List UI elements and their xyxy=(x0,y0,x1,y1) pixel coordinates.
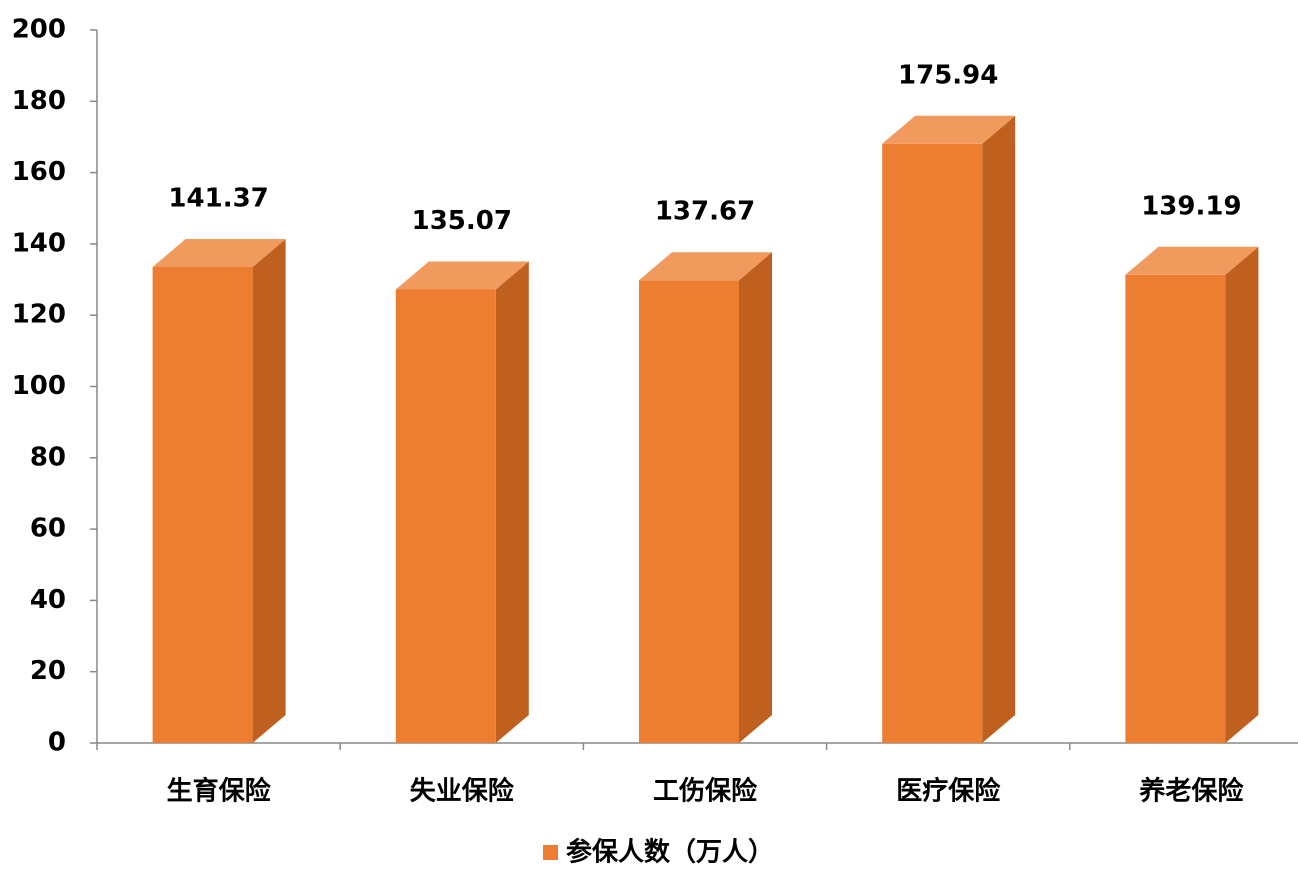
bar xyxy=(395,289,496,743)
y-tick-label: 80 xyxy=(30,442,66,472)
x-tick-label: 医疗保险 xyxy=(896,776,1001,807)
legend-swatch xyxy=(543,845,558,860)
bar xyxy=(639,280,739,743)
value-label: 139.19 xyxy=(1141,191,1241,221)
y-tick-label: 120 xyxy=(12,300,66,330)
value-label: 137.67 xyxy=(655,197,755,227)
bar xyxy=(882,143,983,743)
bar-side xyxy=(252,239,286,744)
y-tick-label: 100 xyxy=(12,371,66,401)
y-tick-label: 20 xyxy=(30,656,66,686)
bar-top xyxy=(1125,246,1259,275)
y-tick-label: 160 xyxy=(12,157,66,187)
value-label: 175.94 xyxy=(898,60,998,90)
bar-side xyxy=(1225,246,1259,743)
bar-top xyxy=(882,115,1016,144)
bar-side xyxy=(495,261,529,743)
bar-top xyxy=(639,252,772,281)
x-tick-label: 失业保险 xyxy=(410,776,515,807)
bar-top xyxy=(395,261,529,290)
bar-side xyxy=(739,252,772,743)
bar-side xyxy=(982,115,1016,743)
x-tick-label: 工伤保险 xyxy=(653,776,758,807)
value-label: 135.07 xyxy=(412,206,512,236)
x-tick-label: 养老保险 xyxy=(1138,776,1244,807)
bar-top xyxy=(152,239,286,268)
y-tick-label: 0 xyxy=(48,728,66,758)
y-tick-label: 180 xyxy=(12,86,66,116)
value-label: 141.37 xyxy=(168,184,268,214)
y-tick-label: 200 xyxy=(12,15,66,45)
bar xyxy=(1125,274,1226,743)
y-tick-label: 60 xyxy=(30,514,66,544)
bar xyxy=(152,267,253,743)
y-tick-label: 40 xyxy=(30,585,66,615)
x-tick-label: 生育保险 xyxy=(167,776,272,807)
legend-label: 参保人数（万人） xyxy=(566,837,774,868)
y-tick-label: 140 xyxy=(12,228,66,258)
